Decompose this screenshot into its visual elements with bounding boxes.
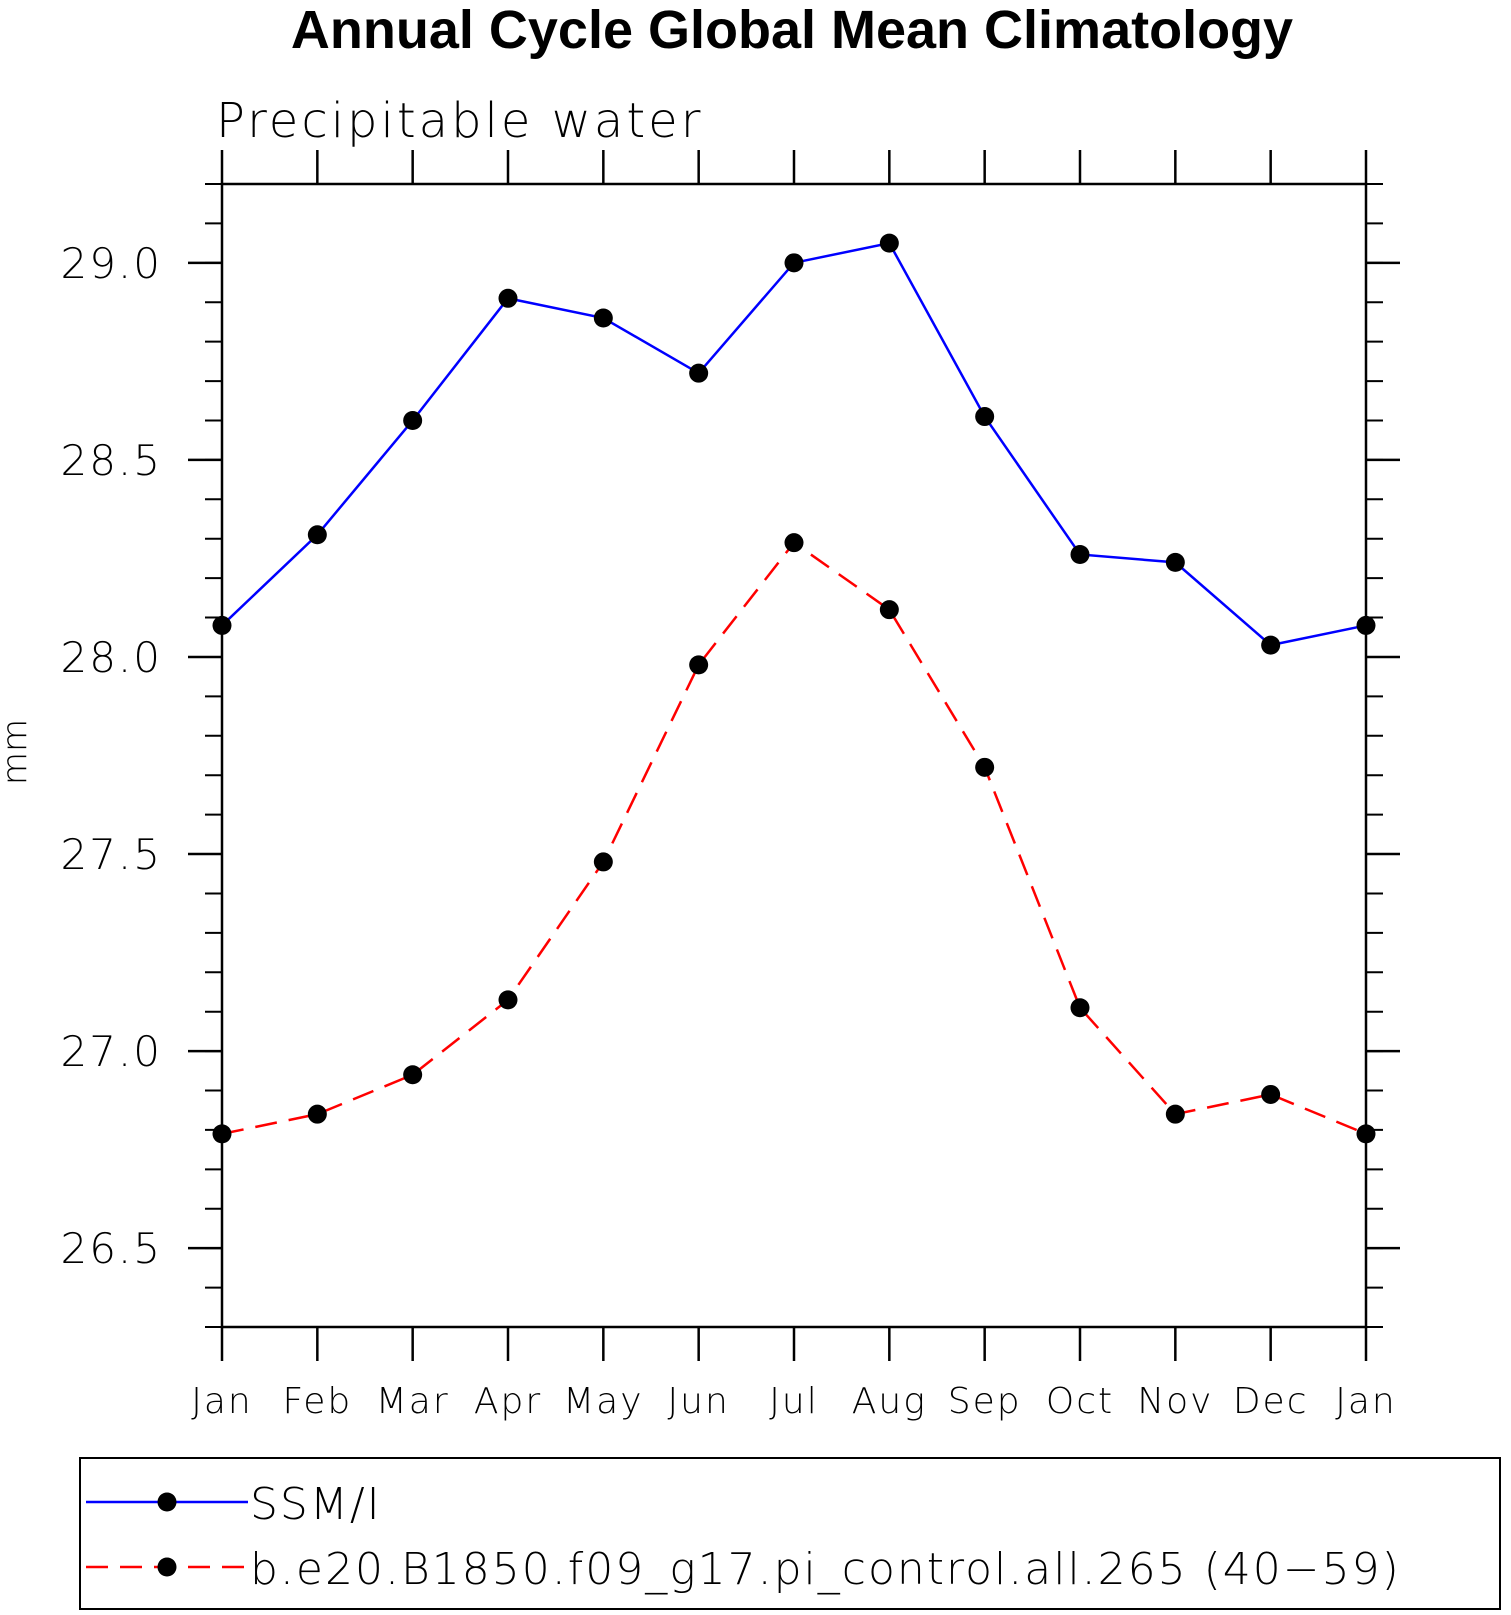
y-tick-label: 28.5 — [60, 436, 162, 485]
data-point — [1261, 1084, 1281, 1104]
legend-label: SSM/I — [250, 1479, 382, 1530]
legend-entry: SSM/I — [86, 1479, 382, 1530]
y-tick-label: 29.0 — [60, 239, 162, 288]
chart-title: Annual Cycle Global Mean Climatology — [291, 0, 1293, 60]
data-point — [689, 363, 709, 383]
legend: SSM/I b.e20.B1850.f09_g17.pi_control.all.… — [86, 1479, 1401, 1595]
x-tick-label: Mar — [376, 1381, 450, 1422]
data-point — [1165, 1104, 1185, 1124]
data-point — [784, 533, 804, 553]
data-point — [1261, 635, 1281, 655]
x-tick-label: Jan — [1335, 1381, 1397, 1422]
plot-frame — [220, 182, 1368, 1329]
data-point — [879, 600, 899, 620]
series-1 — [212, 233, 1376, 655]
x-tick-label: Feb — [282, 1381, 352, 1422]
legend-marker — [157, 1557, 177, 1577]
legend-entry: b.e20.B1850.f09_g17.pi_control.all.265 (… — [86, 1544, 1401, 1595]
axes: Jan Feb Mar Apr May Jun Jul Aug Sep Oct Nov Dec Jan 2… — [60, 150, 1400, 1422]
x-tick-label: Jul — [769, 1381, 818, 1422]
data-point — [498, 990, 518, 1010]
data-point — [1356, 1124, 1376, 1144]
data-point — [879, 233, 899, 253]
data-point — [403, 410, 423, 430]
series-line — [221, 540, 1367, 1136]
data-point — [975, 757, 995, 777]
x-tick-label: May — [563, 1381, 643, 1422]
x-tick-label: Nov — [1137, 1381, 1213, 1422]
data-point — [212, 615, 232, 635]
y-tick-label: 27.5 — [60, 830, 162, 879]
data-point — [1070, 544, 1090, 564]
x-tick-label: Jun — [668, 1381, 730, 1422]
x-tick-label: Aug — [852, 1381, 927, 1422]
data-point — [1070, 998, 1090, 1018]
x-tick-label: Dec — [1233, 1381, 1309, 1422]
y-tick-label: 27.0 — [60, 1027, 162, 1076]
x-tick-label: Apr — [474, 1381, 542, 1422]
legend-marker — [157, 1492, 177, 1512]
x-tick-label: Jan — [191, 1381, 253, 1422]
data-point — [1356, 615, 1376, 635]
y-tick-label: 28.0 — [60, 633, 162, 682]
x-tick-label: Sep — [948, 1381, 1022, 1422]
data-point — [212, 1124, 232, 1144]
data-point — [784, 253, 804, 273]
data-point — [975, 407, 995, 427]
y-axis-label: mm — [0, 719, 35, 785]
data-point — [689, 655, 709, 675]
y-tick-label: 26.5 — [60, 1224, 162, 1273]
chart-subtitle: Precipitable water — [216, 93, 703, 149]
data-point — [1165, 552, 1185, 572]
data-point — [307, 1104, 327, 1124]
legend-box — [79, 1457, 1501, 1610]
data-point — [593, 308, 613, 328]
x-tick-label: Oct — [1046, 1381, 1114, 1422]
data-point — [307, 525, 327, 545]
data-point — [403, 1065, 423, 1085]
series-layer — [212, 233, 1376, 1144]
legend-label: b.e20.B1850.f09_g17.pi_control.all.265 (… — [250, 1544, 1401, 1595]
series-2 — [212, 533, 1376, 1144]
data-point — [593, 852, 613, 872]
data-point — [498, 288, 518, 308]
series-line — [221, 241, 1367, 647]
